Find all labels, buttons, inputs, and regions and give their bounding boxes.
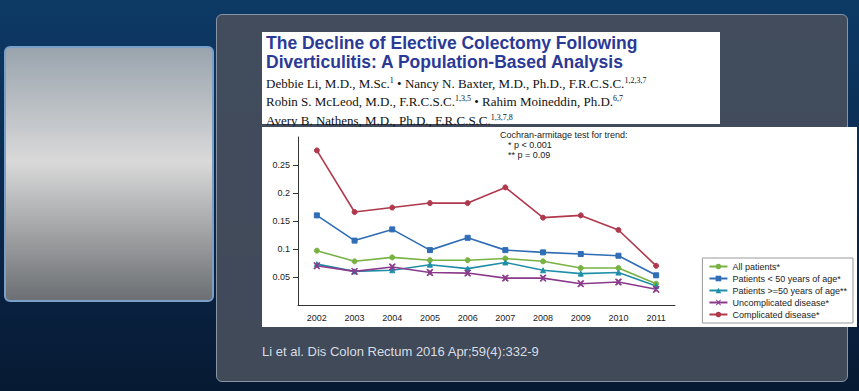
- svg-text:0.05: 0.05: [272, 272, 290, 282]
- svg-text:** p = 0.09: ** p = 0.09: [508, 150, 550, 160]
- svg-text:Patients < 50 years of age*: Patients < 50 years of age*: [732, 274, 841, 284]
- html-text:Avery B. Nathens, M.D., Ph.D.,: Avery B. Nathens, M.D., Ph.D., F.R.C.S.C…: [266, 112, 513, 128]
- svg-text:Patients >=50 years of age**: Patients >=50 years of age**: [732, 286, 847, 296]
- svg-text:0.1: 0.1: [277, 244, 290, 254]
- svg-text:2003: 2003: [345, 313, 365, 323]
- svg-text:Cochran-armitage test for tren: Cochran-armitage test for trend:: [500, 130, 628, 140]
- html-text:The Decline of Elective Colect: The Decline of Elective Colectomy Follow…: [266, 33, 638, 53]
- svg-text:2009: 2009: [571, 313, 591, 323]
- svg-text:0.25: 0.25: [272, 160, 290, 170]
- svg-text:0.2: 0.2: [277, 188, 290, 198]
- svg-text:2010: 2010: [608, 313, 628, 323]
- svg-text:2004: 2004: [382, 313, 402, 323]
- svg-text:Complicated disease*: Complicated disease*: [732, 310, 820, 320]
- svg-text:All patients*: All patients*: [732, 262, 780, 272]
- html-text:Li et al. Dis Colon Rectum 201: Li et al. Dis Colon Rectum 2016 Apr;59(4…: [262, 344, 539, 359]
- svg-text:Uncomplicated disease*: Uncomplicated disease*: [732, 298, 829, 308]
- svg-text:2006: 2006: [458, 313, 478, 323]
- svg-text:0.15: 0.15: [272, 216, 290, 226]
- svg-text:2005: 2005: [420, 313, 440, 323]
- svg-text:2008: 2008: [533, 313, 553, 323]
- svg-text:2002: 2002: [307, 313, 327, 323]
- html-text:Diverticulitis: A Population-B: Diverticulitis: A Population-Based Analy…: [266, 52, 623, 72]
- html-text:Robin S. McLeod, M.D., F.R.C.S: Robin S. McLeod, M.D., F.R.C.S.C.1,3,5• …: [266, 94, 624, 110]
- svg-text:2011: 2011: [646, 313, 665, 323]
- svg-text:* p < 0.001: * p < 0.001: [508, 140, 552, 150]
- svg-text:2007: 2007: [495, 313, 515, 323]
- html-text:Debbie Li, M.D., M.Sc.1• Nancy: Debbie Li, M.D., M.Sc.1• Nancy N. Baxter…: [266, 76, 647, 92]
